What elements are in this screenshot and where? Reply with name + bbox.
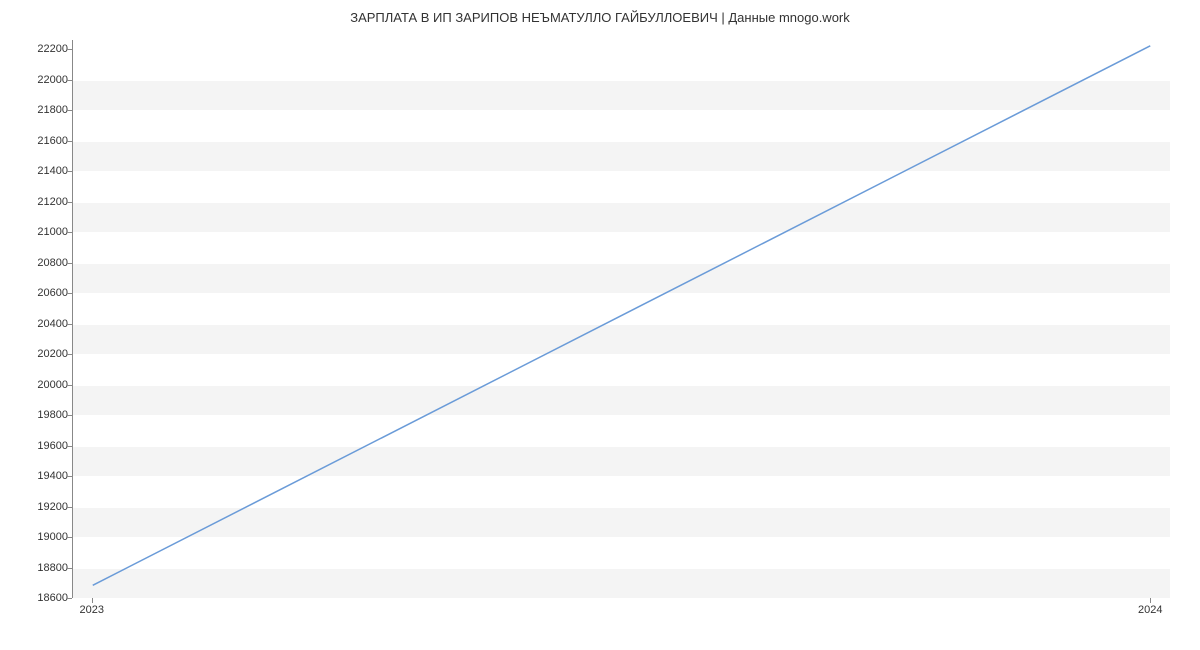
y-tick-label: 21400: [8, 165, 68, 177]
y-tick-mark: [67, 232, 72, 233]
y-tick-mark: [67, 171, 72, 172]
y-tick-label: 19200: [8, 501, 68, 513]
grid-line: [73, 293, 1170, 294]
grid-line: [73, 324, 1170, 325]
grid-line: [73, 49, 1170, 50]
y-tick-mark: [67, 385, 72, 386]
y-tick-mark: [67, 568, 72, 569]
y-tick-label: 21200: [8, 196, 68, 208]
y-tick-label: 22000: [8, 74, 68, 86]
plot-area: [72, 40, 1170, 598]
y-tick-label: 19800: [8, 409, 68, 421]
grid-line: [73, 232, 1170, 233]
x-tick-mark: [92, 598, 93, 603]
y-tick-mark: [67, 354, 72, 355]
y-tick-label: 20200: [8, 348, 68, 360]
grid-line: [73, 537, 1170, 538]
grid-band: [73, 507, 1170, 537]
grid-band: [73, 141, 1170, 171]
y-tick-mark: [67, 476, 72, 477]
y-tick-mark: [67, 49, 72, 50]
grid-band: [73, 324, 1170, 354]
grid-line: [73, 263, 1170, 264]
y-tick-label: 18800: [8, 562, 68, 574]
chart-title: ЗАРПЛАТА В ИП ЗАРИПОВ НЕЪМАТУЛЛО ГАЙБУЛЛ…: [0, 10, 1200, 25]
y-tick-label: 18600: [8, 592, 68, 604]
grid-line: [73, 354, 1170, 355]
y-tick-label: 20600: [8, 287, 68, 299]
grid-band: [73, 80, 1170, 110]
y-tick-label: 20800: [8, 257, 68, 269]
y-tick-label: 21000: [8, 226, 68, 238]
grid-line: [73, 80, 1170, 81]
y-tick-label: 19400: [8, 470, 68, 482]
y-tick-label: 19000: [8, 531, 68, 543]
grid-line: [73, 110, 1170, 111]
y-tick-label: 19600: [8, 440, 68, 452]
grid-line: [73, 446, 1170, 447]
grid-line: [73, 171, 1170, 172]
y-tick-mark: [67, 293, 72, 294]
grid-line: [73, 415, 1170, 416]
grid-band: [73, 385, 1170, 415]
grid-band: [73, 263, 1170, 293]
y-tick-label: 20000: [8, 379, 68, 391]
series-line: [93, 46, 1151, 585]
grid-line: [73, 385, 1170, 386]
y-tick-mark: [67, 110, 72, 111]
y-tick-mark: [67, 415, 72, 416]
grid-line: [73, 141, 1170, 142]
salary-line-chart: ЗАРПЛАТА В ИП ЗАРИПОВ НЕЪМАТУЛЛО ГАЙБУЛЛ…: [0, 0, 1200, 650]
grid-band: [73, 446, 1170, 476]
y-tick-mark: [67, 507, 72, 508]
y-tick-mark: [67, 537, 72, 538]
y-tick-mark: [67, 141, 72, 142]
y-tick-mark: [67, 446, 72, 447]
grid-line: [73, 202, 1170, 203]
y-tick-mark: [67, 598, 72, 599]
grid-band: [73, 568, 1170, 598]
grid-line: [73, 476, 1170, 477]
y-tick-mark: [67, 263, 72, 264]
x-tick-mark: [1150, 598, 1151, 603]
grid-line: [73, 568, 1170, 569]
y-tick-mark: [67, 324, 72, 325]
x-tick-label: 2024: [1138, 604, 1162, 616]
y-tick-label: 21800: [8, 104, 68, 116]
y-tick-label: 20400: [8, 318, 68, 330]
y-tick-mark: [67, 80, 72, 81]
grid-line: [73, 507, 1170, 508]
y-tick-mark: [67, 202, 72, 203]
y-tick-label: 22200: [8, 43, 68, 55]
y-tick-label: 21600: [8, 135, 68, 147]
grid-band: [73, 202, 1170, 232]
x-tick-label: 2023: [80, 604, 104, 616]
